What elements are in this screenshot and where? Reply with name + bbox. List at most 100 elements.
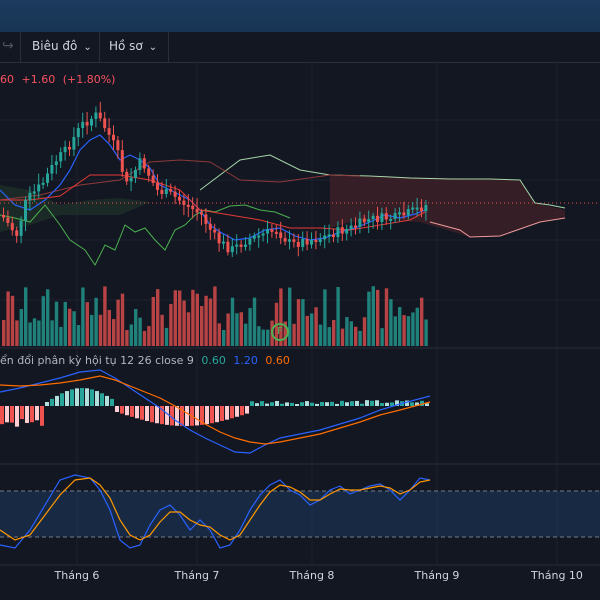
- macd-histogram-bar: [260, 401, 264, 406]
- volume-bar: [332, 320, 336, 346]
- macd-histogram-bar: [335, 403, 339, 406]
- volume-bar: [46, 289, 50, 346]
- candle-body: [19, 220, 23, 236]
- macd-histogram-bar: [110, 398, 114, 406]
- volume-bar: [354, 326, 358, 346]
- macd-histogram-bar: [95, 391, 99, 406]
- volume-bar: [367, 291, 371, 346]
- volume-bar: [244, 323, 248, 346]
- volume-bar: [173, 290, 177, 346]
- volume-bar: [257, 326, 261, 346]
- price-change-legend: 60 +1.60 (+1.80%): [0, 73, 119, 86]
- macd-histogram-bar: [20, 406, 24, 420]
- macd-legend: ển đổi phân kỳ hội tụ 12 26 close 9 0.60…: [0, 354, 290, 367]
- volume-bar: [340, 328, 345, 346]
- candle-body: [336, 227, 340, 238]
- volume-bar: [415, 307, 419, 346]
- volume-bar: [310, 313, 314, 346]
- flag-marker[interactable]: F: [271, 323, 289, 341]
- macd-histogram-bar: [70, 389, 74, 406]
- rsi-line: [0, 474, 431, 549]
- volume-bar: [147, 326, 151, 346]
- macd-histogram-bar: [210, 406, 214, 424]
- lagging-span-line: [0, 204, 291, 266]
- volume-bar: [235, 313, 239, 346]
- volume-bar: [204, 295, 208, 346]
- macd-histogram-bar: [325, 402, 329, 406]
- chart-type-button[interactable]: Biêu đô ⌄: [32, 39, 92, 53]
- macd-histogram-bar: [15, 406, 19, 427]
- macd-title: ển đổi phân kỳ hội tụ 12 26 close 9: [0, 354, 194, 367]
- macd-histogram-bar: [125, 406, 129, 416]
- volume-bar: [398, 307, 402, 346]
- candle-body: [239, 244, 243, 247]
- candle-body: [323, 235, 327, 240]
- volume-bar: [81, 287, 85, 346]
- candle-body: [332, 234, 335, 238]
- candle-body: [371, 215, 375, 220]
- macd-histogram-bar: [265, 403, 269, 406]
- profile-button[interactable]: Hồ sơ ⌄: [109, 39, 157, 53]
- volume-bar: [358, 330, 362, 346]
- candle-body: [398, 212, 401, 215]
- candle-body: [310, 239, 313, 245]
- candle-body: [120, 150, 124, 172]
- macd-histogram-bar: [305, 401, 309, 406]
- macd-histogram-bar: [330, 401, 334, 406]
- macd-histogram-bar: [295, 403, 299, 406]
- volume-bar: [142, 330, 147, 346]
- price-change: +1.60: [21, 73, 56, 86]
- redo-arrow-icon[interactable]: ↪: [2, 38, 14, 54]
- macd-histogram-bar: [115, 406, 119, 412]
- candlestick-series: [2, 101, 428, 258]
- volume-bar: [94, 297, 98, 346]
- volume-bar: [406, 316, 411, 346]
- candle-body: [98, 112, 102, 119]
- volume-bar: [98, 314, 103, 346]
- volume-bar: [230, 297, 235, 346]
- macd-histogram-bar: [385, 402, 389, 406]
- macd-histogram-bar: [85, 388, 89, 406]
- volume-bar: [305, 315, 309, 346]
- macd-histogram-bar: [395, 400, 399, 406]
- macd-histogram-bar: [55, 395, 59, 406]
- candle-body: [94, 112, 98, 119]
- volume-bar: [129, 324, 133, 346]
- macd-histogram-bar: [420, 400, 424, 406]
- rsi-ma-line: [0, 477, 431, 541]
- macd-histogram-bar: [345, 402, 349, 406]
- candle-body: [151, 175, 155, 183]
- candle-body: [296, 241, 300, 247]
- chart-type-label: Biêu đô: [32, 39, 78, 53]
- volume-bar: [125, 330, 129, 346]
- volume-bar: [420, 297, 424, 346]
- macd-histogram-bar: [40, 406, 44, 426]
- candle-body: [129, 177, 133, 182]
- candle-body: [72, 137, 76, 150]
- macd-histogram-bar: [290, 402, 294, 406]
- candle-body: [288, 239, 291, 242]
- candle-body: [195, 209, 199, 213]
- candle-body: [204, 214, 208, 224]
- macd-histogram-bar: [90, 389, 94, 406]
- candle-body: [191, 205, 195, 210]
- macd-histogram-bar: [170, 406, 174, 426]
- macd-histogram-bar: [230, 406, 234, 419]
- volume-bar: [327, 327, 331, 346]
- candle-body: [24, 200, 27, 221]
- macd-histogram-bar: [165, 406, 169, 425]
- volume-bar: [6, 291, 10, 346]
- volume-bar: [116, 299, 120, 346]
- candle-body: [147, 168, 151, 176]
- volume-bar: [384, 288, 389, 346]
- volume-bar: [32, 318, 37, 346]
- macd-histogram-bar: [375, 400, 379, 406]
- candle-body: [261, 233, 265, 236]
- price-change-pct: (+1.80%): [62, 73, 116, 86]
- volume-bar: [182, 300, 186, 346]
- volume-bar: [288, 287, 292, 346]
- volume-bar: [402, 315, 406, 346]
- price-value: 60: [0, 73, 14, 86]
- volume-bar: [389, 299, 393, 346]
